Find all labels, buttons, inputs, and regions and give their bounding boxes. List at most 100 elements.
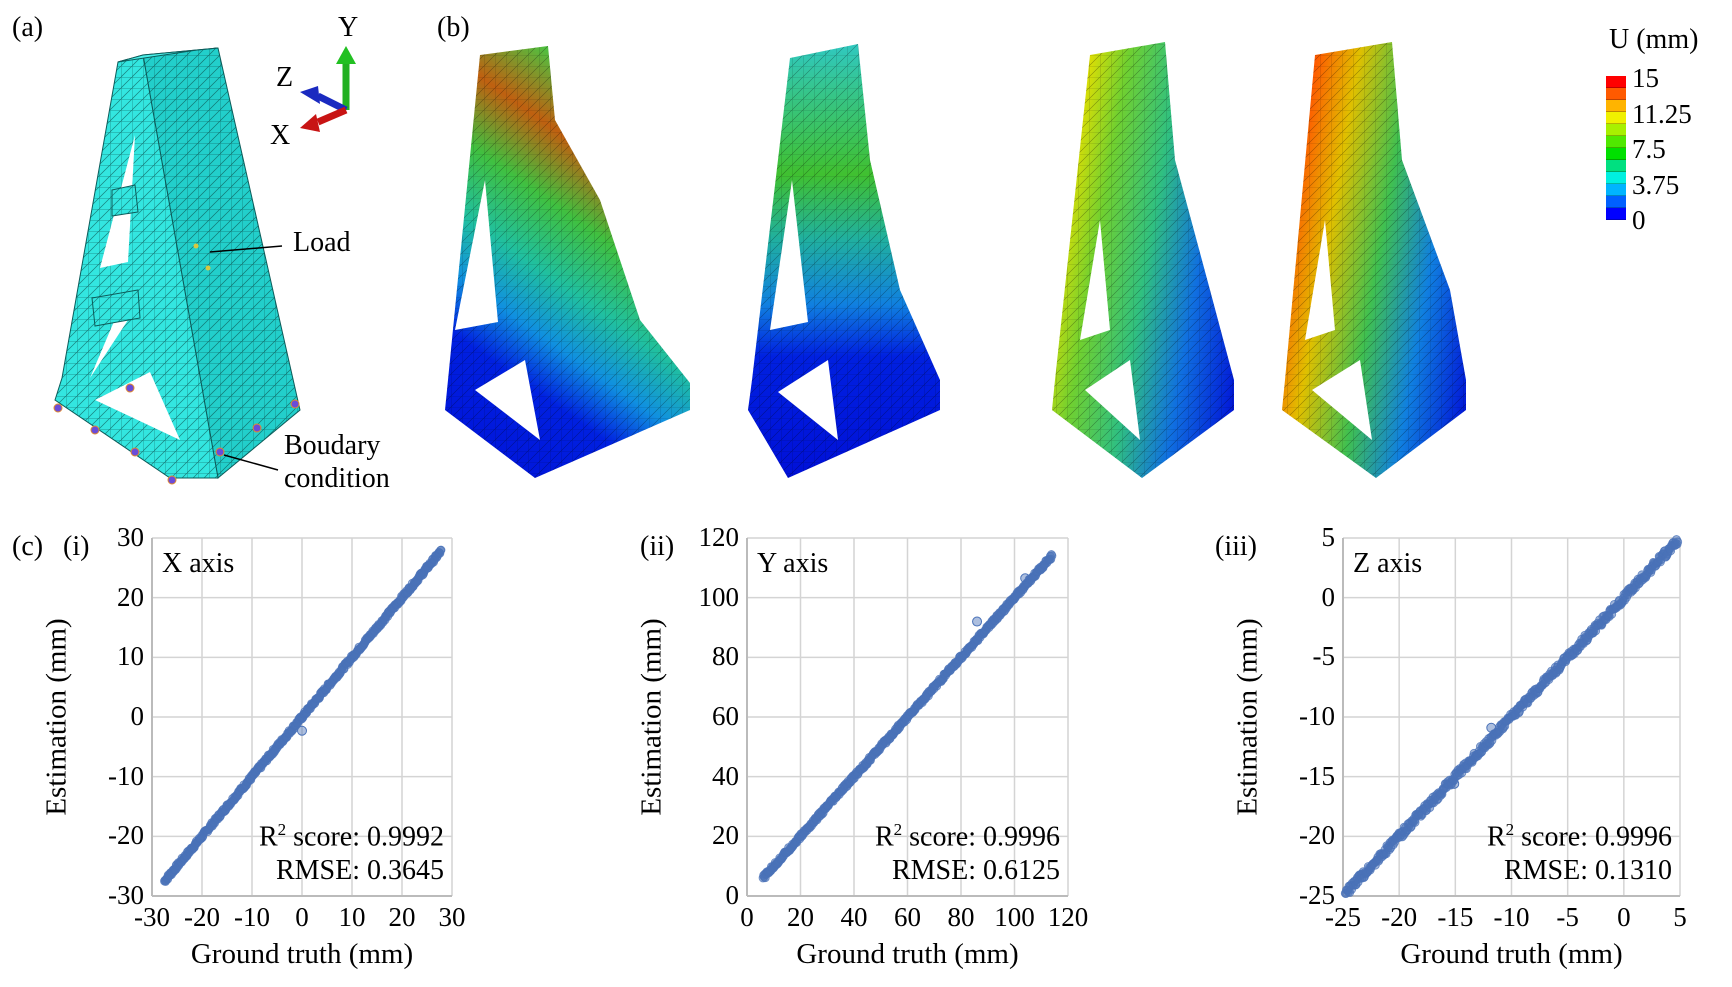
chart-title: X axis (162, 548, 235, 579)
colorbar-tick-3-75: 3.75 (1632, 170, 1680, 200)
colorbar-segment (1606, 76, 1626, 88)
scatter-chart-x: X axis R2 score: 0.9992 RMSE: 0.3645 30 20 10… (41, 524, 466, 969)
y-tick-label: 0 (725, 880, 740, 910)
x-tick-label: 20 (388, 902, 416, 932)
colorbar-segment (1606, 208, 1626, 220)
y-axis-title: Estimation (mm) (1231, 618, 1264, 816)
colorbar-segment (1606, 196, 1626, 208)
rmse-value: RMSE: 0.6125 (891, 855, 1060, 886)
chart-title: Z axis (1353, 548, 1423, 579)
x-axis-title: Ground truth (mm) (190, 938, 414, 970)
y-tick-label: 0 (1321, 581, 1336, 612)
y-tick-label: -15 (1299, 760, 1335, 791)
y-tick-label: 100 (698, 581, 740, 612)
deformed-model-3 (1052, 42, 1234, 478)
x-axis-title: Ground truth (mm) (1400, 938, 1623, 970)
deformed-models (445, 42, 1466, 478)
colorbar (1606, 76, 1626, 220)
plot-area (746, 537, 1069, 897)
axis-label-z: Z (276, 62, 294, 93)
axis-label-x: X (270, 120, 291, 151)
x-tick-label: 0 (1617, 902, 1631, 932)
y-tick-label: -10 (108, 760, 144, 791)
plot-area (151, 537, 453, 897)
y-tick-label: -10 (1299, 701, 1335, 731)
metrics-annotation: R2 score: 0.9996 RMSE: 0.6125 (875, 813, 1060, 888)
y-tick-label: -30 (108, 880, 144, 910)
panel-label-a: (a) (12, 12, 44, 43)
boundary-annotation-line1: Boudary (284, 430, 381, 461)
y-tick-label: 20 (117, 581, 144, 612)
rmse-value: RMSE: 0.1310 (1503, 855, 1672, 886)
x-tick-label: 0 (740, 902, 754, 932)
y-tick-label: 5 (1321, 522, 1336, 552)
y-tick-label: 30 (117, 522, 144, 552)
metrics-annotation: R2 score: 0.9992 RMSE: 0.3645 (259, 813, 444, 888)
plot-area (1340, 535, 1683, 898)
y-tick-label: -20 (108, 820, 144, 851)
x-tick-label: 20 (787, 902, 814, 932)
boundary-annotation-line2: condition (284, 463, 390, 494)
y-tick-label: 10 (117, 641, 144, 672)
x-tick-label: -20 (184, 902, 220, 932)
y-tick-label: 20 (712, 820, 739, 851)
colorbar-segment (1606, 136, 1626, 148)
colorbar-tick-15: 15 (1632, 63, 1659, 93)
metrics-annotation: R2 score: 0.9996 RMSE: 0.1310 (1487, 813, 1672, 888)
x-tick-label: 60 (894, 902, 921, 932)
x-tick-label: 100 (994, 902, 1035, 932)
colorbar-segment (1606, 100, 1626, 112)
panel-label-b: (b) (437, 12, 470, 43)
chart-ii-label: (ii) (640, 531, 675, 562)
colorbar-segment (1606, 148, 1626, 160)
x-tick-label: 40 (840, 902, 868, 932)
x-tick-label: 0 (295, 902, 309, 932)
chart-iii-label: (iii) (1215, 531, 1257, 562)
y-tick-label: 120 (698, 522, 740, 552)
x-tick-label: 80 (947, 902, 975, 932)
r2-score: R2 score: 0.9996 (874, 819, 1060, 852)
r2-score: R2 score: 0.9992 (258, 819, 444, 852)
y-tick-label: -20 (1299, 820, 1335, 851)
deformed-model-2 (748, 44, 940, 478)
x-tick-label: 10 (338, 902, 366, 932)
colorbar-segment (1606, 124, 1626, 136)
panel-label-c: (c) (12, 531, 44, 562)
x-tick-label: -10 (234, 902, 270, 932)
x-axis-title: Ground truth (mm) (796, 938, 1019, 970)
deformed-model-1 (445, 46, 690, 478)
colorbar-tick-11-25: 11.25 (1632, 99, 1692, 129)
colorbar-tick-0: 0 (1632, 205, 1646, 235)
x-tick-label: -5 (1556, 902, 1579, 932)
x-tick-label: -10 (1493, 902, 1530, 932)
y-tick-label: 80 (712, 641, 739, 672)
y-tick-label: 0 (130, 701, 145, 731)
colorbar-segment (1606, 172, 1626, 184)
colorbar-segment (1606, 160, 1626, 172)
x-tick-label: -30 (134, 902, 170, 932)
rmse-value: RMSE: 0.3645 (275, 855, 444, 886)
colorbar-tick-7-5: 7.5 (1632, 134, 1666, 164)
colorbar-segment (1606, 184, 1626, 196)
load-annotation: Load (293, 227, 351, 258)
x-tick-label: 30 (438, 902, 466, 932)
y-axis-title: Estimation (mm) (40, 618, 73, 816)
axis-label-y: Y (338, 12, 359, 43)
y-tick-label: -25 (1299, 880, 1335, 910)
y-axis-title: Estimation (mm) (635, 618, 668, 816)
x-tick-label: -20 (1381, 902, 1418, 932)
chart-i-label: (i) (63, 531, 90, 562)
r2-score: R2 score: 0.9996 (1486, 819, 1672, 852)
x-tick-label: 120 (1047, 902, 1089, 932)
deformed-model-4 (1282, 42, 1466, 478)
x-tick-label: -25 (1325, 902, 1361, 932)
colorbar-segment (1606, 112, 1626, 124)
chart-title: Y axis (757, 548, 829, 579)
scatter-chart-z: Z axis R2 score: 0.9996 RMSE: 0.1310 5 0 -5 -1… (1232, 524, 1687, 969)
scatter-chart-y: Y axis R2 score: 0.9996 RMSE: 0.6125 120 100… (636, 524, 1089, 969)
x-tick-label: -15 (1437, 902, 1474, 932)
colorbar-segment (1606, 88, 1626, 100)
y-tick-label: 40 (712, 760, 739, 791)
y-tick-label: 60 (712, 701, 739, 731)
y-tick-label: -5 (1312, 641, 1336, 672)
